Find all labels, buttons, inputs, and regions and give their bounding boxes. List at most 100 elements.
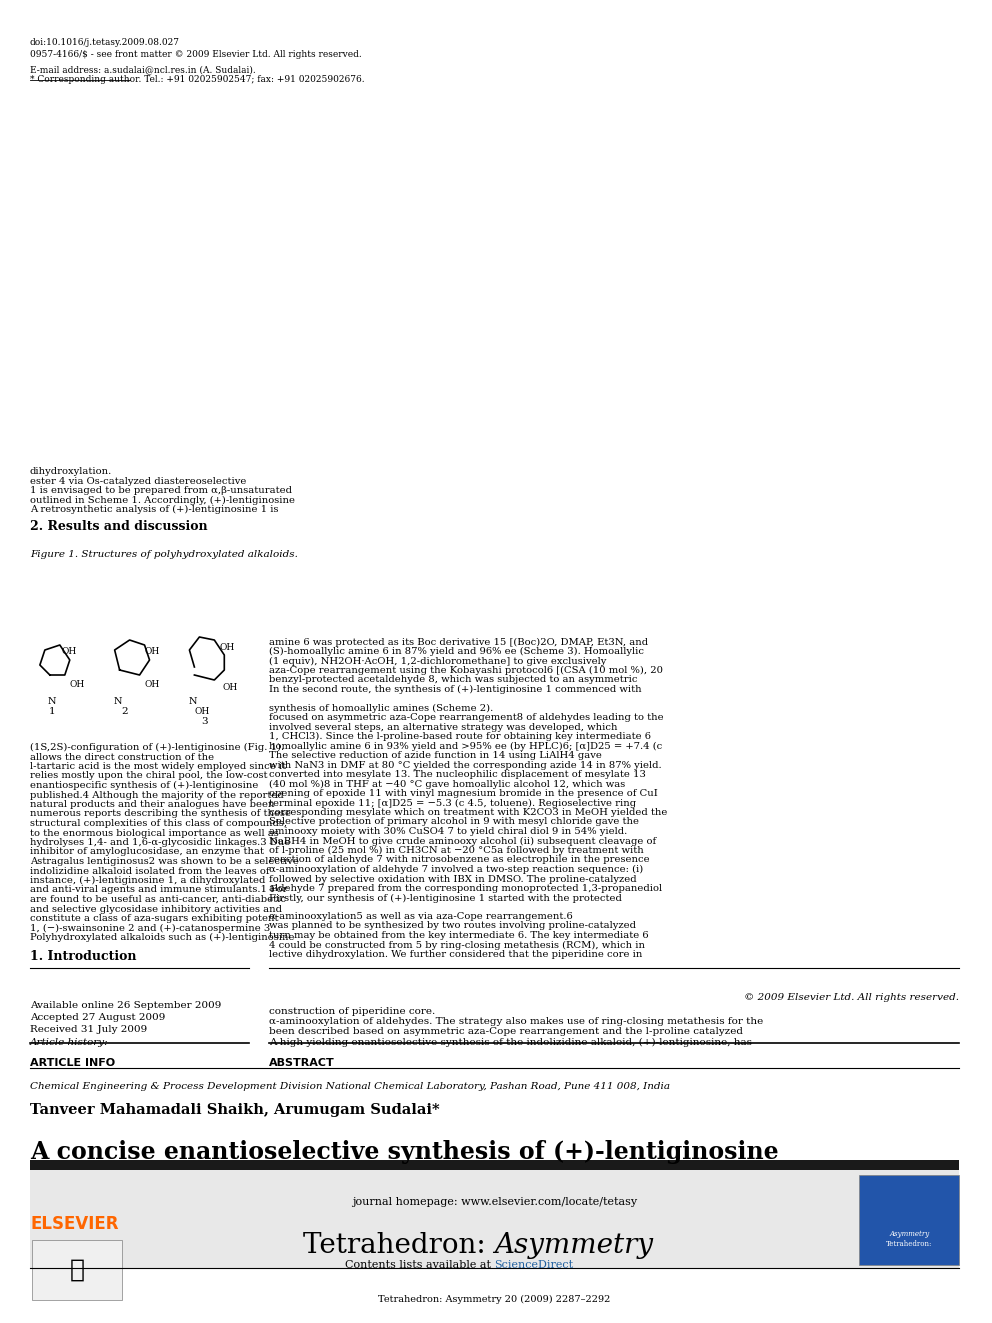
Text: hydrolyses 1,4- and 1,6-α-glycosidic linkages.3 Due: hydrolyses 1,4- and 1,6-α-glycosidic lin… (30, 837, 290, 847)
Text: α-aminooxylation of aldehyde 7 involved a two-step reaction sequence: (i): α-aminooxylation of aldehyde 7 involved … (269, 865, 644, 875)
Text: constitute a class of aza-sugars exhibiting potent: constitute a class of aza-sugars exhibit… (30, 914, 279, 923)
Text: 1, (−)-swainsonine 2 and (+)-catanospermine 3: 1, (−)-swainsonine 2 and (+)-catanosperm… (30, 923, 270, 933)
Text: E-mail address: a.sudalai@ncl.res.in (A. Sudalai).: E-mail address: a.sudalai@ncl.res.in (A.… (30, 65, 256, 74)
Text: ScienceDirect: ScienceDirect (494, 1259, 573, 1270)
Text: 4 could be constructed from 5 by ring-closing metathesis (RCM), which in: 4 could be constructed from 5 by ring-cl… (269, 941, 645, 950)
Text: 1, CHCl3). Since the l-proline-based route for obtaining key intermediate 6: 1, CHCl3). Since the l-proline-based rou… (269, 732, 651, 741)
Text: instance, (+)-lentiginosine 1, a dihydroxylated: instance, (+)-lentiginosine 1, a dihydro… (30, 876, 265, 885)
Text: relies mostly upon the chiral pool, the low-cost: relies mostly upon the chiral pool, the … (30, 771, 268, 781)
Text: converted into mesylate 13. The nucleophilic displacement of mesylate 13: converted into mesylate 13. The nucleoph… (269, 770, 646, 779)
Text: 1: 1 (49, 706, 56, 716)
Text: (1 equiv), NH2OH·AcOH, 1,2-dichloromethane] to give exclusively: (1 equiv), NH2OH·AcOH, 1,2-dichlorometha… (269, 656, 606, 665)
Text: Contents lists available at: Contents lists available at (345, 1259, 494, 1270)
Text: opening of epoxide 11 with vinyl magnesium bromide in the presence of CuI: opening of epoxide 11 with vinyl magnesi… (269, 789, 658, 798)
Text: journal homepage: www.elsevier.com/locate/tetasy: journal homepage: www.elsevier.com/locat… (352, 1197, 637, 1207)
Text: natural products and their analogues have been: natural products and their analogues hav… (30, 800, 275, 808)
Text: α-aminooxylation5 as well as via aza-Cope rearrangement.6: α-aminooxylation5 as well as via aza-Cop… (269, 912, 573, 921)
Text: 2. Results and discussion: 2. Results and discussion (30, 520, 207, 533)
Text: Tetrahedron:: Tetrahedron: (886, 1240, 932, 1248)
Text: OH: OH (145, 680, 160, 689)
Text: homoallylic amine 6 in 93% yield and >95% ee (by HPLC)6; [α]D25 = +7.4 (c: homoallylic amine 6 in 93% yield and >95… (269, 741, 663, 750)
Text: 0957-4166/$ - see front matter © 2009 Elsevier Ltd. All rights reserved.: 0957-4166/$ - see front matter © 2009 El… (30, 50, 362, 60)
Text: been described based on asymmetric aza-Cope rearrangement and the l-proline cata: been described based on asymmetric aza-C… (269, 1028, 743, 1036)
Text: OH: OH (194, 706, 209, 716)
Text: outlined in Scheme 1. Accordingly, (+)-lentiginosine: outlined in Scheme 1. Accordingly, (+)-l… (30, 496, 295, 504)
Text: ARTICLE INFO: ARTICLE INFO (30, 1058, 115, 1068)
Text: OH: OH (62, 647, 77, 656)
Text: NaBH4 in MeOH to give crude aminooxy alcohol (ii) subsequent cleavage of: NaBH4 in MeOH to give crude aminooxy alc… (269, 836, 657, 845)
Text: OH: OH (69, 680, 85, 689)
Text: aminooxy moiety with 30% CuSO4 7 to yield chiral diol 9 in 54% yield.: aminooxy moiety with 30% CuSO4 7 to yiel… (269, 827, 627, 836)
Text: dihydroxylation.: dihydroxylation. (30, 467, 112, 476)
Text: OH: OH (222, 683, 237, 692)
Bar (32, 1240, 122, 1301)
Text: structural complexities of this class of compounds,: structural complexities of this class of… (30, 819, 287, 828)
Text: aza-Cope rearrangement using the Kobayashi protocol6 [(CSA (10 mol %), 20: aza-Cope rearrangement using the Kobayas… (269, 665, 664, 675)
Text: Tetrahedron:: Tetrahedron: (303, 1232, 494, 1259)
Text: Figure 1. Structures of polyhydroxylated alkaloids.: Figure 1. Structures of polyhydroxylated… (30, 550, 298, 560)
Text: indolizidine alkaloid isolated from the leaves of: indolizidine alkaloid isolated from the … (30, 867, 270, 876)
Text: In the second route, the synthesis of (+)-lentiginosine 1 commenced with: In the second route, the synthesis of (+… (269, 685, 642, 695)
Bar (30, 1170, 959, 1267)
Text: synthesis of homoallylic amines (Scheme 2).: synthesis of homoallylic amines (Scheme … (269, 704, 493, 713)
Text: The selective reduction of azide function in 14 using LiAlH4 gave: The selective reduction of azide functio… (269, 751, 602, 759)
Text: with NaN3 in DMF at 80 °C yielded the corresponding azide 14 in 87% yield.: with NaN3 in DMF at 80 °C yielded the co… (269, 761, 662, 770)
Text: Asymmetry: Asymmetry (889, 1230, 930, 1238)
Text: inhibitor of amyloglucosidase, an enzyme that: inhibitor of amyloglucosidase, an enzyme… (30, 848, 264, 856)
Text: A retrosynthetic analysis of (+)-lentiginosine 1 is: A retrosynthetic analysis of (+)-lentigi… (30, 505, 279, 515)
Text: followed by selective oxidation with IBX in DMSO. The proline-catalyzed: followed by selective oxidation with IBX… (269, 875, 637, 884)
Text: * Corresponding author. Tel.: +91 02025902547; fax: +91 02025902676.: * Corresponding author. Tel.: +91 020259… (30, 75, 364, 83)
Text: (S)-homoallylic amine 6 in 87% yield and 96% ee (Scheme 3). Homoallylic: (S)-homoallylic amine 6 in 87% yield and… (269, 647, 644, 656)
Text: α-aminooxylation of aldehydes. The strategy also makes use of ring-closing metat: α-aminooxylation of aldehydes. The strat… (269, 1017, 764, 1027)
Text: and anti-viral agents and immune stimulants.1 For: and anti-viral agents and immune stimula… (30, 885, 288, 894)
Text: 🌳: 🌳 (69, 1258, 84, 1282)
Text: was planned to be synthesized by two routes involving proline-catalyzed: was planned to be synthesized by two rou… (269, 922, 636, 930)
Text: Asymmetry: Asymmetry (494, 1232, 654, 1259)
Text: N: N (48, 697, 57, 706)
Bar (30, 1160, 959, 1170)
Text: Received 31 July 2009: Received 31 July 2009 (30, 1025, 147, 1035)
Text: 1 is envisaged to be prepared from α,β-unsaturated: 1 is envisaged to be prepared from α,β-u… (30, 486, 292, 495)
Text: ELSEVIER: ELSEVIER (31, 1215, 119, 1233)
Text: Selective protection of primary alcohol in 9 with mesyl chloride gave the: Selective protection of primary alcohol … (269, 818, 639, 827)
Text: of l-proline (25 mol %) in CH3CN at −20 °C5a followed by treatment with: of l-proline (25 mol %) in CH3CN at −20 … (269, 845, 644, 855)
Text: Accepted 27 August 2009: Accepted 27 August 2009 (30, 1013, 166, 1021)
Text: 2: 2 (121, 706, 128, 716)
Text: and selective glycosidase inhibitory activities and: and selective glycosidase inhibitory act… (30, 905, 282, 913)
Text: corresponding mesylate which on treatment with K2CO3 in MeOH yielded the: corresponding mesylate which on treatmen… (269, 808, 668, 818)
Text: ester 4 via Os-catalyzed diastereoselective: ester 4 via Os-catalyzed diastereoselect… (30, 476, 246, 486)
Text: allows the direct construction of the: allows the direct construction of the (30, 753, 214, 762)
Text: A concise enantioselective synthesis of (+)-lentiginosine: A concise enantioselective synthesis of … (30, 1140, 779, 1164)
Text: (1S,2S)-configuration of (+)-lentiginosine (Fig. 1).: (1S,2S)-configuration of (+)-lentiginosi… (30, 744, 284, 751)
Text: are found to be useful as anti-cancer, anti-diabetic: are found to be useful as anti-cancer, a… (30, 894, 286, 904)
Text: terminal epoxide 11; [α]D25 = −5.3 (c 4.5, toluene). Regioselective ring: terminal epoxide 11; [α]D25 = −5.3 (c 4.… (269, 799, 636, 807)
Text: amine 6 was protected as its Boc derivative 15 [(Boc)2O, DMAP, Et3N, and: amine 6 was protected as its Boc derivat… (269, 638, 649, 647)
Text: N: N (113, 697, 122, 706)
Text: (40 mol %)8 in THF at −40 °C gave homoallylic alcohol 12, which was: (40 mol %)8 in THF at −40 °C gave homoal… (269, 779, 625, 789)
Text: Firstly, our synthesis of (+)-lentiginosine 1 started with the protected: Firstly, our synthesis of (+)-lentiginos… (269, 893, 622, 902)
Text: ABSTRACT: ABSTRACT (269, 1058, 335, 1068)
Text: Article history:: Article history: (30, 1039, 108, 1046)
Bar (859, 1175, 959, 1265)
Text: OH: OH (219, 643, 234, 652)
Text: © 2009 Elsevier Ltd. All rights reserved.: © 2009 Elsevier Ltd. All rights reserved… (744, 994, 959, 1002)
Text: OH: OH (145, 647, 160, 656)
Text: doi:10.1016/j.tetasy.2009.08.027: doi:10.1016/j.tetasy.2009.08.027 (30, 38, 180, 48)
Text: Available online 26 September 2009: Available online 26 September 2009 (30, 1002, 221, 1009)
Text: 1. Introduction: 1. Introduction (30, 950, 137, 963)
Text: N: N (188, 697, 196, 706)
Text: 3: 3 (201, 717, 207, 726)
Text: reaction of aldehyde 7 with nitrosobenzene as electrophile in the presence: reaction of aldehyde 7 with nitrosobenze… (269, 856, 650, 864)
Text: Tanveer Mahamadali Shaikh, Arumugam Sudalai*: Tanveer Mahamadali Shaikh, Arumugam Suda… (30, 1103, 439, 1117)
Text: aldehyde 7 prepared from the corresponding monoprotected 1,3-propanediol: aldehyde 7 prepared from the correspondi… (269, 884, 663, 893)
Text: enantiospecific synthesis of (+)-lentiginosine: enantiospecific synthesis of (+)-lentigi… (30, 781, 258, 790)
Text: lective dihydroxylation. We further considered that the piperidine core in: lective dihydroxylation. We further cons… (269, 950, 643, 959)
Text: focused on asymmetric aza-Cope rearrangement8 of aldehydes leading to the: focused on asymmetric aza-Cope rearrange… (269, 713, 664, 722)
Text: construction of piperidine core.: construction of piperidine core. (269, 1007, 435, 1016)
Text: involved several steps, an alternative strategy was developed, which: involved several steps, an alternative s… (269, 722, 618, 732)
Text: Chemical Engineering & Process Development Division National Chemical Laboratory: Chemical Engineering & Process Developme… (30, 1082, 670, 1091)
Text: numerous reports describing the synthesis of these: numerous reports describing the synthesi… (30, 810, 291, 819)
Text: benzyl-protected acetaldehyde 8, which was subjected to an asymmetric: benzyl-protected acetaldehyde 8, which w… (269, 676, 638, 684)
Text: Tetrahedron: Asymmetry 20 (2009) 2287–2292: Tetrahedron: Asymmetry 20 (2009) 2287–22… (378, 1295, 611, 1304)
Text: l-tartaric acid is the most widely employed since it: l-tartaric acid is the most widely emplo… (30, 762, 286, 771)
